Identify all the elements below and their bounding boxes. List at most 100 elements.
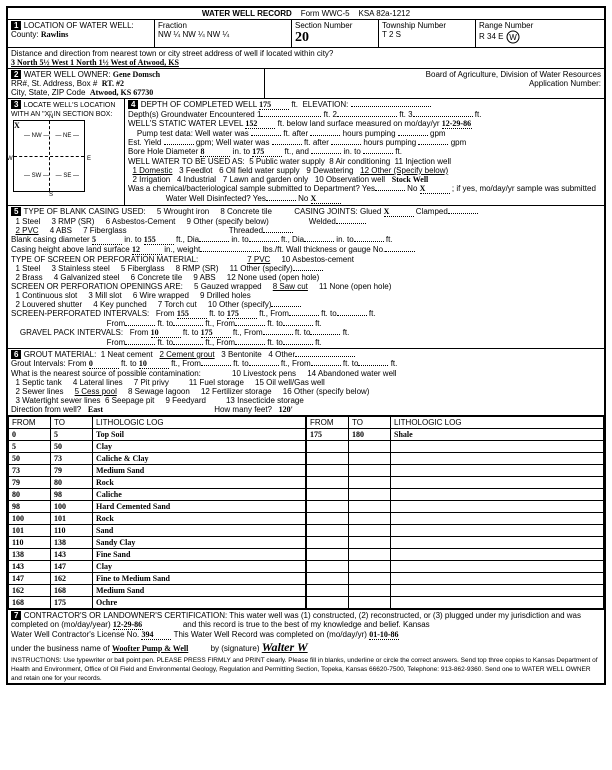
other-use-value: Stock Well: [392, 175, 429, 184]
section-box: X N — NW — — NE — W E — SW — — SE — S: [13, 120, 85, 192]
log-row: [307, 441, 604, 453]
cj-label: CASING JOINTS: Glued: [294, 207, 381, 216]
section-2: 2 WATER WELL OWNER: Gene Domsch RR#, St.…: [8, 68, 604, 98]
s7-label: CONTRACTOR'S OR LANDOWNER'S CERTIFICATIO…: [24, 611, 581, 620]
log-row: [307, 453, 604, 465]
log-row: 147162Fine to Medium Sand: [9, 573, 306, 585]
county-value: Rawlins: [41, 30, 69, 39]
depth-label: DEPTH OF COMPLETED WELL: [141, 100, 257, 109]
log-row: [307, 597, 604, 609]
log-h-from: FROM: [9, 417, 51, 429]
bcd-to: 155: [144, 235, 174, 245]
log-row: 101110Sand: [9, 525, 306, 537]
log-table-right: FROM TO LITHOLOGIC LOG 175180Shale: [306, 416, 604, 609]
log-row: 175180Shale: [307, 429, 604, 441]
swl-value: 152: [245, 119, 275, 129]
cha-value: 12: [132, 245, 162, 255]
perf-pvc: 7 PVC: [247, 255, 270, 264]
bore-dia: 8: [200, 147, 230, 157]
bus-value: Woofter Pump & Well: [112, 644, 188, 653]
township-value: T 2 S: [382, 30, 401, 39]
gi-from: 0: [89, 359, 119, 369]
log-row: [307, 585, 604, 597]
log-row: 100101Rock: [9, 513, 306, 525]
instructions: INSTRUCTIONS: Use typewriter or ball poi…: [11, 657, 598, 682]
section-4-num: 4: [128, 100, 138, 109]
use-label: WELL WATER TO BE USED AS:: [128, 157, 245, 166]
elev-label: ELEVATION:: [302, 100, 348, 109]
gpi-label: GRAVEL PACK INTERVALS:: [20, 328, 123, 337]
bore-to: 175: [252, 147, 282, 157]
log-h-to: TO: [51, 417, 93, 429]
section-value: 20: [295, 30, 309, 45]
dist-value: 3 North 5½ West 1 North 1½ West of Atwoo…: [11, 58, 179, 67]
log-row: 05Top Soil: [9, 429, 306, 441]
appnum-label: Application Number:: [268, 79, 601, 88]
s5-label: TYPE OF BLANK CASING USED:: [24, 207, 146, 216]
section-5-num: 5: [11, 207, 21, 216]
gpi-from: 10: [151, 328, 181, 338]
section-1-num: 1: [11, 21, 21, 30]
comp-date: 12-29-86: [113, 620, 143, 630]
contam-cesspool: 5 Cess pool: [75, 387, 117, 396]
use-domestic: 1 Domestic: [132, 166, 172, 175]
log-row: 98100Hard Cemented Sand: [9, 501, 306, 513]
use-other: 12 Other (Specify below): [360, 166, 448, 175]
log-row: 162168Medium Sand: [9, 585, 306, 597]
owner-label: WATER WELL OWNER:: [24, 70, 111, 79]
fraction-value: NW ¼ NW ¼ NW ¼: [158, 30, 229, 39]
s6-label: GROUT MATERIAL:: [24, 350, 97, 359]
township-label: Township Number: [382, 21, 446, 30]
log-row: 550Clay: [9, 441, 306, 453]
open-label: SCREEN OR PERFORATION OPENINGS ARE:: [11, 282, 183, 291]
chem-x: X: [420, 184, 450, 194]
swl-label: WELL'S STATIC WATER LEVEL: [128, 119, 243, 128]
open-sawcut: 8 Saw cut: [273, 282, 308, 291]
section-5: 5 TYPE OF BLANK CASING USED: 5 Wrought i…: [8, 205, 604, 348]
log-row: 143147Clay: [9, 561, 306, 573]
log-row: 7379Medium Sand: [9, 465, 306, 477]
dir-label: Direction from well?: [11, 405, 81, 414]
spi-from: 155: [177, 309, 207, 319]
depth-value: 175: [259, 100, 289, 110]
dist-label: Distance and direction from nearest town…: [11, 49, 333, 58]
feet-value: 120': [279, 405, 293, 414]
owner-value: Gene Domsch: [113, 70, 160, 79]
gpi-to: 175: [201, 328, 231, 338]
spi-label: SCREEN-PERFORATED INTERVALS:: [11, 309, 149, 318]
gi-to: 10: [139, 359, 169, 369]
section-3-4: 3 LOCATE WELL'S LOCATION WITH AN "X" IN …: [8, 98, 604, 205]
section-2-num: 2: [11, 70, 21, 79]
signature: Walter W: [262, 640, 308, 654]
log-row: 5073Caliche & Clay: [9, 453, 306, 465]
spi-to: 175: [227, 309, 257, 319]
log-table-left: FROM TO LITHOLOGIC LOG 05Top Soil550Clay…: [8, 416, 306, 609]
log-row: [307, 573, 604, 585]
s3-label: LOCATE WELL'S LOCATION WITH AN "X" IN SE…: [11, 102, 115, 118]
csz-label: City, State, ZIP Code: [11, 88, 85, 97]
form-header: WATER WELL RECORD Form WWC-5 KSA 82a-121…: [8, 8, 604, 19]
log-row: 8098Caliche: [9, 489, 306, 501]
log-row: [307, 549, 604, 561]
section-6-num: 6: [11, 350, 21, 359]
section-3-num: 3: [11, 100, 21, 109]
fraction-label: Fraction: [158, 21, 187, 30]
log-row: [307, 465, 604, 477]
x-mark: X: [14, 121, 20, 130]
section-1: 1 LOCATION OF WATER WELL: County: Rawlin…: [8, 19, 604, 47]
grout-cement: 2 Cement grout: [159, 350, 214, 359]
log-row: 168175Ochre: [9, 597, 306, 609]
near-label: What is the nearest source of possible c…: [11, 369, 201, 378]
range-value: R 34 E: [479, 32, 503, 41]
log-row: [307, 561, 604, 573]
log-row: [307, 501, 604, 513]
section-6: 6 GROUT MATERIAL: 1 Neat cement 2 Cement…: [8, 348, 604, 415]
feet-label: How many feet?: [214, 405, 272, 414]
log-h-lith: LITHOLOGIC LOG: [93, 417, 306, 429]
section-7-num: 7: [11, 611, 21, 620]
swl-date: 12-29-86: [442, 119, 472, 129]
log-row: [307, 525, 604, 537]
log-row: [307, 537, 604, 549]
gw-label: Depth(s) Groundwater Encountered 1: [128, 110, 261, 119]
disinf-x: X: [311, 194, 341, 204]
